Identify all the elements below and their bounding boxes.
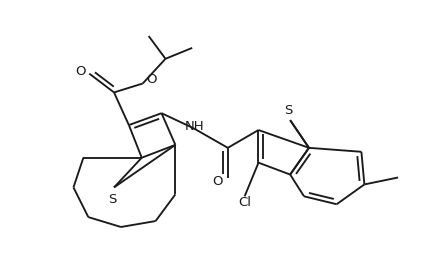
Text: NH: NH (184, 120, 204, 133)
Text: S: S (108, 193, 116, 206)
Text: O: O (213, 175, 223, 188)
Text: O: O (75, 65, 86, 78)
Text: Cl: Cl (238, 196, 251, 209)
Text: O: O (146, 73, 157, 86)
Text: S: S (284, 104, 292, 117)
